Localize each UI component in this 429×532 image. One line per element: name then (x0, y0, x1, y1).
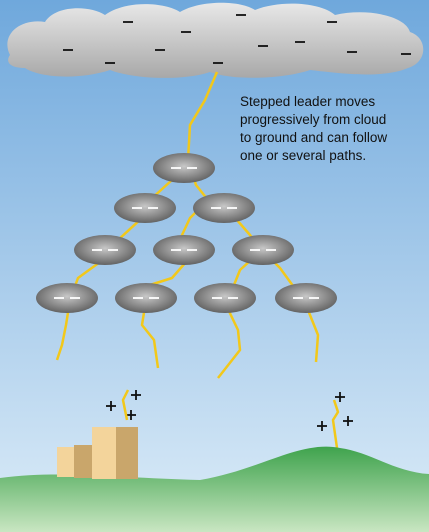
charge-pocket (275, 283, 337, 313)
caption-line: Stepped leader moves (240, 94, 375, 109)
charge-pocket (194, 283, 256, 313)
cloud (7, 3, 423, 78)
charge-pocket (153, 153, 215, 183)
caption-line: progressively from cloud (240, 112, 386, 127)
charge-pocket (115, 283, 177, 313)
charge-pocket (74, 235, 136, 265)
charge-pocket (36, 283, 98, 313)
charge-pocket (232, 235, 294, 265)
charge-pocket (153, 235, 215, 265)
charge-pocket (114, 193, 176, 223)
diagram: Stepped leader moves progressively from … (0, 0, 429, 532)
charge-pocket (193, 193, 255, 223)
caption-line: one or several paths. (240, 148, 366, 163)
caption-line: to ground and can follow (240, 130, 387, 145)
